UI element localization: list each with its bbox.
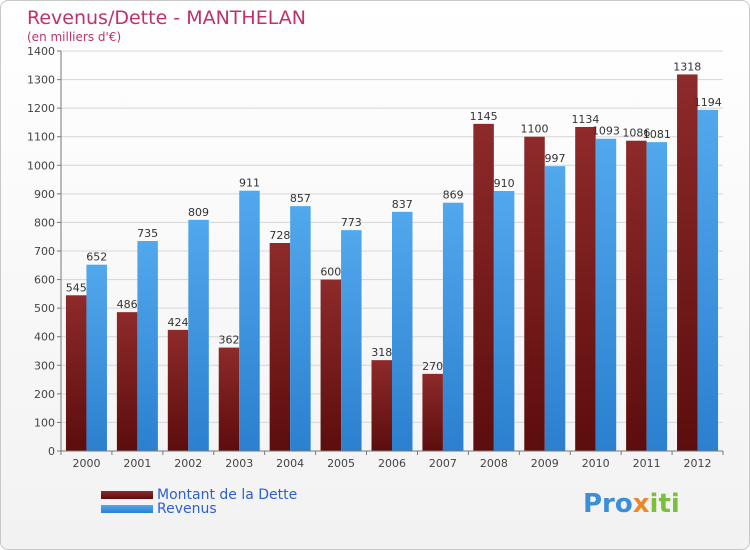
- x-tick-label-2002: 2002: [174, 457, 202, 470]
- bar-dette-2001: [116, 312, 138, 451]
- data-label-revenus-2008: 910: [494, 177, 515, 190]
- bar-dette-2005: [320, 279, 342, 451]
- x-tick-label-2006: 2006: [378, 457, 406, 470]
- data-label-revenus-2010: 1093: [592, 125, 620, 138]
- data-label-dette-2012: 1318: [673, 60, 701, 73]
- y-tick-label-200: 200: [34, 388, 55, 401]
- bar-revenus-2003: [239, 190, 260, 451]
- y-tick-label-500: 500: [34, 302, 55, 315]
- bar-revenus-2000: [86, 264, 107, 451]
- legend-label-dette: Montant de la Dette: [157, 487, 298, 503]
- bar-revenus-2012: [697, 109, 719, 451]
- y-tick-label-1000: 1000: [27, 159, 55, 172]
- x-tick-label-2012: 2012: [684, 457, 712, 470]
- legend-swatch-dette: [101, 491, 153, 499]
- legend-item-revenus: Revenus: [101, 501, 217, 517]
- bar-revenus-2001: [137, 241, 158, 451]
- data-label-dette-2007: 270: [422, 360, 443, 373]
- y-tick-label-800: 800: [34, 216, 55, 229]
- bar-dette-2006: [371, 360, 392, 451]
- data-label-dette-2009: 1100: [521, 123, 549, 136]
- bar-revenus-2010: [595, 138, 617, 451]
- data-label-revenus-2005: 773: [341, 216, 362, 229]
- data-label-dette-2000: 545: [66, 281, 87, 294]
- bar-revenus-2006: [392, 211, 413, 451]
- bar-dette-2011: [626, 140, 647, 451]
- bar-revenus-2002: [188, 219, 209, 451]
- bar-dette-2002: [167, 329, 189, 451]
- bar-dette-2007: [422, 373, 443, 451]
- legend-swatch-revenus: [101, 505, 153, 513]
- y-tick-label-400: 400: [34, 331, 55, 344]
- data-label-revenus-2007: 869: [443, 189, 464, 202]
- data-label-revenus-2011: 1081: [643, 128, 671, 141]
- data-label-revenus-2006: 837: [392, 198, 413, 211]
- bar-revenus-2004: [290, 206, 311, 451]
- y-tick-label-100: 100: [34, 416, 55, 429]
- chart-title: Revenus/Dette - MANTHELAN: [27, 7, 306, 29]
- bar-dette-2000: [65, 295, 87, 451]
- y-tick-label-1300: 1300: [27, 74, 55, 87]
- x-tick-label-2005: 2005: [327, 457, 355, 470]
- data-label-revenus-2012: 1194: [694, 96, 722, 109]
- data-label-dette-2004: 728: [269, 229, 290, 242]
- legend-item-dette: Montant de la Dette: [101, 487, 298, 503]
- bar-revenus-2007: [442, 202, 464, 451]
- bar-dette-2004: [269, 243, 291, 451]
- data-label-revenus-2002: 809: [188, 206, 209, 219]
- bar-dette-2010: [575, 127, 596, 451]
- y-tick-label-1400: 1400: [27, 45, 55, 58]
- bar-dette-2009: [524, 136, 545, 451]
- y-tick-label-300: 300: [34, 359, 55, 372]
- data-label-dette-2002: 424: [168, 316, 189, 329]
- data-label-dette-2011: 1086: [622, 127, 650, 140]
- y-tick-label-0: 0: [48, 445, 55, 458]
- data-label-dette-2001: 486: [117, 298, 138, 311]
- x-tick-label-2008: 2008: [480, 457, 508, 470]
- y-tick-label-700: 700: [34, 245, 55, 258]
- bar-dette-2008: [473, 123, 494, 451]
- proxiti-logo: Proxiti: [583, 489, 680, 519]
- data-label-dette-2003: 362: [218, 334, 239, 347]
- bar-dette-2003: [218, 347, 240, 451]
- y-tick-label-1200: 1200: [27, 102, 55, 115]
- bar-dette-2012: [677, 74, 698, 451]
- x-tick-label-2010: 2010: [582, 457, 610, 470]
- x-tick-label-2000: 2000: [72, 457, 100, 470]
- x-tick-label-2009: 2009: [531, 457, 559, 470]
- data-label-revenus-2009: 997: [545, 152, 566, 165]
- chart-subtitle: (en milliers d'€): [27, 30, 122, 44]
- data-label-dette-2008: 1145: [470, 110, 498, 123]
- bar-revenus-2011: [646, 142, 668, 451]
- x-tick-label-2001: 2001: [123, 457, 151, 470]
- data-label-revenus-2004: 857: [290, 192, 311, 205]
- data-label-revenus-2000: 652: [86, 251, 107, 264]
- y-tick-label-1100: 1100: [27, 131, 55, 144]
- data-label-revenus-2003: 911: [239, 177, 260, 190]
- y-tick-label-600: 600: [34, 274, 55, 287]
- x-tick-label-2007: 2007: [429, 457, 457, 470]
- x-tick-label-2003: 2003: [225, 457, 253, 470]
- data-label-dette-2010: 1134: [571, 113, 599, 126]
- legend-label-revenus: Revenus: [157, 501, 217, 517]
- bar-revenus-2009: [544, 166, 566, 451]
- x-tick-label-2004: 2004: [276, 457, 304, 470]
- data-label-dette-2005: 600: [320, 266, 341, 279]
- bar-revenus-2008: [493, 191, 515, 451]
- data-label-dette-2006: 318: [371, 346, 392, 359]
- y-tick-label-900: 900: [34, 188, 55, 201]
- x-tick-label-2011: 2011: [633, 457, 661, 470]
- bar-revenus-2005: [341, 230, 362, 451]
- data-label-revenus-2001: 735: [137, 227, 158, 240]
